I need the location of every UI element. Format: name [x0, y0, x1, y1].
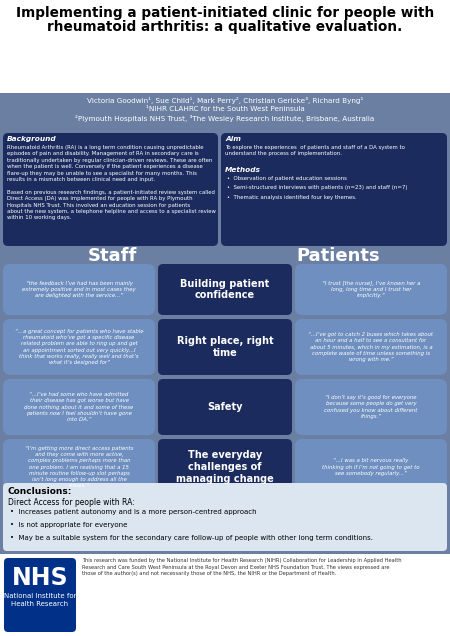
Text: To explore the experiences  of patients and staff of a DA system to
understand t: To explore the experiences of patients a… [225, 145, 405, 156]
Text: Staff: Staff [87, 247, 137, 265]
Text: “...I’ve had some who have admitted
their disease has got worse but have
done no: “...I’ve had some who have admitted thei… [24, 392, 134, 422]
FancyBboxPatch shape [3, 483, 447, 551]
FancyBboxPatch shape [3, 133, 218, 246]
Text: “the feedback I’ve had has been mainly
extremely positive and in most cases they: “the feedback I’ve had has been mainly e… [22, 281, 136, 298]
Text: This research was funded by the National Institute for Health Research (NIHR) Co: This research was funded by the National… [82, 558, 401, 576]
Text: rheumatoid arthritis: a qualitative evaluation.: rheumatoid arthritis: a qualitative eval… [47, 20, 403, 34]
Text: Safety: Safety [207, 402, 243, 412]
FancyBboxPatch shape [221, 133, 447, 246]
FancyBboxPatch shape [158, 439, 292, 495]
FancyBboxPatch shape [295, 264, 447, 315]
Text: ²Plymouth Hospitals NHS Trust, ³The Wesley Research Institute, Brisbane, Austral: ²Plymouth Hospitals NHS Trust, ³The Wesl… [76, 115, 374, 122]
Text: Right place, right
time: Right place, right time [177, 336, 273, 358]
Text: “I’m getting more direct access patients
and they come with more active,
complex: “I’m getting more direct access patients… [25, 446, 133, 488]
Text: ¹NIHR CLAHRC for the South West Peninsula: ¹NIHR CLAHRC for the South West Peninsul… [146, 106, 304, 112]
FancyBboxPatch shape [0, 93, 450, 131]
FancyBboxPatch shape [3, 264, 155, 315]
Text: •  Semi-structured interviews with patients (n=23) and staff (n=7): • Semi-structured interviews with patien… [227, 186, 407, 191]
Text: •  Observation of patient education sessions: • Observation of patient education sessi… [227, 176, 347, 181]
Text: “...a great concept for patients who have stable
rheumatoid who’ve got a specifi: “...a great concept for patients who hav… [15, 329, 143, 365]
FancyBboxPatch shape [295, 379, 447, 435]
Text: “...I was a bit nervous really
thinking oh if I’m not going to get to
see somebo: “...I was a bit nervous really thinking … [322, 459, 420, 476]
FancyBboxPatch shape [3, 439, 155, 495]
Text: Building patient
confidence: Building patient confidence [180, 279, 270, 300]
FancyBboxPatch shape [4, 558, 76, 632]
FancyBboxPatch shape [3, 379, 155, 435]
Text: •  Increases patient autonomy and is a more person-centred approach: • Increases patient autonomy and is a mo… [10, 509, 256, 515]
Text: Patients: Patients [296, 247, 380, 265]
Text: National Institute for
Health Research: National Institute for Health Research [4, 593, 76, 607]
FancyBboxPatch shape [295, 439, 447, 495]
FancyBboxPatch shape [158, 264, 292, 315]
Text: “I trust [the nurse], I’ve known her a
long, long time and I trust her
implicitl: “I trust [the nurse], I’ve known her a l… [322, 281, 420, 298]
Text: Aim: Aim [225, 136, 241, 142]
Text: Victoria Goodwin¹, Sue Child¹, Mark Perry², Christian Gericke³, Richard Byng¹: Victoria Goodwin¹, Sue Child¹, Mark Perr… [87, 97, 363, 104]
FancyBboxPatch shape [158, 319, 292, 375]
Text: Conclusions:: Conclusions: [8, 487, 72, 496]
FancyBboxPatch shape [0, 554, 450, 636]
Text: “I don’t say it’s good for everyone
because some people do get very
confused you: “I don’t say it’s good for everyone beca… [324, 395, 418, 418]
Text: •  May be a suitable system for the secondary care follow-up of people with othe: • May be a suitable system for the secon… [10, 535, 373, 541]
Text: Implementing a patient-initiated clinic for people with: Implementing a patient-initiated clinic … [16, 6, 434, 20]
Text: Rheumatoid Arthritis (RA) is a long term condition causing unpredictable
episode: Rheumatoid Arthritis (RA) is a long term… [7, 145, 216, 221]
Text: NHS: NHS [12, 566, 68, 590]
Text: The everyday
challenges of
managing change: The everyday challenges of managing chan… [176, 450, 274, 483]
Text: •  Is not appropriate for everyone: • Is not appropriate for everyone [10, 522, 127, 528]
FancyBboxPatch shape [158, 379, 292, 435]
FancyBboxPatch shape [0, 0, 450, 95]
Text: Background: Background [7, 136, 57, 142]
Text: “...I’ve got to catch 2 buses which takes about
an hour and a half to see a cons: “...I’ve got to catch 2 buses which take… [309, 332, 433, 362]
FancyBboxPatch shape [3, 319, 155, 375]
Text: •  Thematic analysis identified four key themes.: • Thematic analysis identified four key … [227, 195, 357, 200]
Text: Direct Access for people with RA:: Direct Access for people with RA: [8, 498, 135, 507]
FancyBboxPatch shape [295, 319, 447, 375]
Text: Methods: Methods [225, 167, 261, 173]
